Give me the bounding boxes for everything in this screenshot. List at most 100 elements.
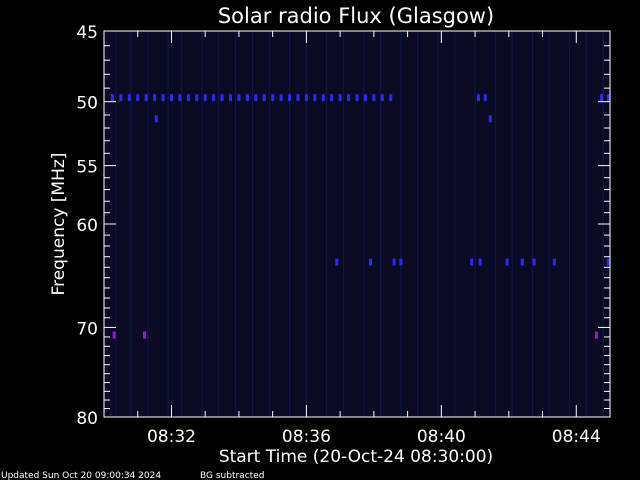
stripe xyxy=(201,31,203,417)
interference-mark xyxy=(119,94,123,102)
interference-mark xyxy=(313,94,317,102)
interference-mark xyxy=(392,258,396,266)
interference-mark xyxy=(279,94,283,102)
y-axis-ticks: 45 50 55 60 70 80 xyxy=(76,23,610,429)
interference-mark xyxy=(169,94,173,102)
interference-mark xyxy=(330,94,334,102)
interference-mark xyxy=(488,115,492,123)
interference-mark xyxy=(321,94,325,102)
interference-mark xyxy=(476,94,480,102)
x-tick-label: 08:40 xyxy=(417,427,466,447)
interference-mark xyxy=(245,94,249,102)
interference-mark xyxy=(142,331,146,339)
interference-mark xyxy=(288,94,292,102)
interference-mark xyxy=(335,258,339,266)
stripe xyxy=(363,31,365,417)
stripe xyxy=(234,31,237,417)
interference-mark xyxy=(271,94,275,102)
interference-mark xyxy=(237,94,241,102)
x-tick-label: 08:32 xyxy=(147,427,196,447)
stripe xyxy=(400,31,402,417)
y-tick-label: 80 xyxy=(76,409,98,429)
interference-mark xyxy=(372,94,376,102)
chart-title: Solar radio Flux (Glasgow) xyxy=(218,4,494,28)
updated-timestamp: Updated Sun Oct 20 09:00:34 2024 xyxy=(1,471,161,480)
interference-mark xyxy=(254,94,258,102)
interference-mark xyxy=(110,94,114,102)
stripe xyxy=(531,31,534,417)
interference-marks xyxy=(110,94,610,339)
interference-mark xyxy=(262,94,266,102)
interference-mark xyxy=(220,94,224,102)
stripe xyxy=(437,31,439,417)
interference-mark xyxy=(112,331,116,339)
stripe xyxy=(147,31,149,417)
interference-mark xyxy=(389,94,393,102)
interference-mark xyxy=(195,94,199,102)
stripe xyxy=(474,31,476,417)
interference-mark xyxy=(355,94,359,102)
interference-mark xyxy=(552,258,556,266)
interference-mark xyxy=(368,258,372,266)
interference-mark xyxy=(606,258,610,266)
interference-mark xyxy=(363,94,367,102)
interference-mark xyxy=(203,94,207,102)
stripe xyxy=(568,31,571,417)
stripe xyxy=(218,31,220,417)
plot-area xyxy=(104,31,610,417)
stripe xyxy=(130,31,132,417)
stripe xyxy=(342,31,345,417)
interference-mark xyxy=(304,94,308,102)
bg-subtracted-note: BG subtracted xyxy=(200,471,264,480)
stripe xyxy=(454,31,456,417)
y-axis-label: Frequency [MHz] xyxy=(49,153,69,296)
stripe xyxy=(305,31,307,417)
interference-mark xyxy=(600,94,604,102)
interference-mark xyxy=(380,94,384,102)
interference-mark xyxy=(338,94,342,102)
interference-mark xyxy=(229,94,232,102)
stripe xyxy=(167,31,169,417)
stripe xyxy=(511,31,513,417)
interference-mark xyxy=(161,94,165,102)
stripe xyxy=(417,31,419,417)
y-tick-label: 50 xyxy=(76,94,98,114)
interference-mark xyxy=(296,94,300,102)
spectrogram-stripes xyxy=(115,31,604,417)
stripe xyxy=(494,31,496,417)
interference-mark xyxy=(178,94,182,102)
stripe xyxy=(180,31,183,417)
interference-mark xyxy=(212,94,216,102)
y-tick-label: 60 xyxy=(76,216,98,236)
interference-mark xyxy=(520,258,524,266)
interference-mark xyxy=(399,258,403,266)
stripe xyxy=(585,31,587,417)
interference-mark xyxy=(606,94,610,102)
interference-mark xyxy=(347,94,351,102)
stripe xyxy=(288,31,291,417)
interference-mark xyxy=(470,258,474,266)
interference-mark xyxy=(127,94,131,102)
stripe xyxy=(326,31,328,417)
interference-mark xyxy=(144,94,148,102)
x-axis-label: Start Time (20-Oct-24 08:30:00) xyxy=(219,447,493,467)
interference-mark xyxy=(153,94,157,102)
interference-mark xyxy=(505,258,509,266)
y-tick-label: 45 xyxy=(76,23,98,43)
interference-mark xyxy=(154,115,158,123)
y-tick-label: 70 xyxy=(76,319,98,339)
interference-mark xyxy=(478,258,482,266)
interference-mark xyxy=(136,94,140,102)
x-axis-ticks: 08:32 08:36 08:40 08:44 xyxy=(137,31,601,447)
interference-mark xyxy=(483,94,487,102)
x-tick-label: 08:36 xyxy=(282,427,331,447)
y-tick-label: 55 xyxy=(76,158,98,178)
interference-mark xyxy=(186,94,190,102)
stripe xyxy=(548,31,550,417)
stripe xyxy=(251,31,254,417)
stripe xyxy=(380,31,382,417)
interference-mark xyxy=(532,258,536,266)
stripe xyxy=(268,31,270,417)
interference-mark xyxy=(595,331,599,339)
